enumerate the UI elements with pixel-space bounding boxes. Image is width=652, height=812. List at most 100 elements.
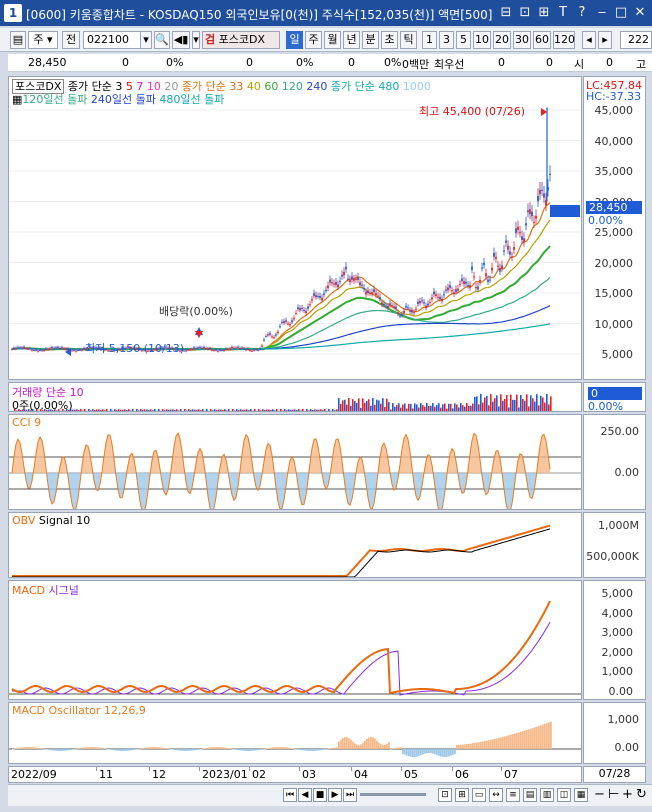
ma-label: 종가 단순 [330, 80, 375, 93]
volume-bar [120, 409, 122, 411]
cci-fill [382, 443, 384, 473]
interval-prev-icon[interactable]: ◂ [582, 31, 596, 49]
stop-icon[interactable]: ■ [313, 788, 327, 802]
oscillator-bar [140, 748, 142, 750]
volume-bar [74, 409, 76, 411]
speaker-icon[interactable]: ◀▮ [172, 31, 190, 49]
cci-fill [266, 443, 268, 473]
timeframe-tab[interactable]: 분 [362, 31, 379, 49]
tool-icon[interactable]: ≡ [506, 788, 520, 802]
interval-button[interactable]: 3 [439, 31, 454, 49]
volume-bar [116, 410, 118, 411]
help-icon[interactable]: ? [578, 5, 586, 20]
cci-pane[interactable]: CCI 9 [8, 414, 582, 510]
period-select[interactable]: 주 ▾ [28, 31, 58, 49]
tool-icon[interactable]: ⊡ [438, 788, 452, 802]
timeframe-tab[interactable]: 월 [324, 31, 341, 49]
volume-bar [66, 409, 68, 411]
zoom-out-icon[interactable]: − [594, 787, 605, 802]
layout-icon[interactable]: ⊟ [500, 5, 512, 20]
tool-icon[interactable]: ▦ [574, 788, 588, 802]
volume-bar [160, 410, 162, 411]
oscillator-bar [486, 740, 488, 749]
volume-pane[interactable]: 거래량 단순 10 0주(0.00%) [8, 382, 582, 412]
interval-button[interactable]: 20 [493, 31, 511, 49]
scroll-end-icon[interactable]: ⏭ [343, 788, 357, 802]
timeframe-tab[interactable]: 일 [286, 31, 303, 49]
volume-bar [56, 410, 58, 411]
obv-tick: 500,000K [586, 550, 639, 563]
oscillator-bar [482, 741, 484, 749]
timeframe-tab[interactable]: 주 [305, 31, 322, 49]
candle [127, 346, 129, 348]
interval-button[interactable]: 10 [473, 31, 491, 49]
candle [259, 348, 261, 350]
cci-fill [394, 473, 396, 491]
code-dropdown-icon[interactable]: ▾ [140, 31, 152, 49]
tool-icon[interactable]: ▥ [540, 788, 554, 802]
code-input[interactable]: 022100 [83, 31, 141, 49]
oscillator-bar [326, 749, 328, 750]
volume-bar [194, 409, 196, 411]
candle [261, 345, 263, 347]
volume-bar [52, 409, 54, 411]
x-tick: 03 [302, 768, 316, 781]
interval-button[interactable]: 120 [553, 31, 575, 49]
menu-icon[interactable]: ▤ [10, 31, 26, 49]
candle [303, 309, 305, 311]
tool-icon[interactable]: ▤ [523, 788, 537, 802]
info-row: 28,450 0 0% 0 0% 0 0% 0백만 최우선 0 0 시 0 고 [8, 54, 652, 72]
fit-icon[interactable]: ⊢ [608, 787, 620, 802]
candle [343, 271, 345, 276]
reset-icon[interactable]: ↻ [636, 787, 647, 802]
tool-icon[interactable]: ↔ [489, 788, 503, 802]
split-icon[interactable]: ⊡ [519, 5, 531, 20]
maximize-button[interactable]: □ [614, 5, 628, 20]
scroll-right-icon[interactable]: ▶ [328, 788, 342, 802]
tool-icon[interactable]: ⊞ [455, 788, 469, 802]
interval-button[interactable]: 5 [456, 31, 471, 49]
scroll-left-icon[interactable]: ◀ [298, 788, 312, 802]
volume-bar [230, 410, 232, 411]
candle [413, 312, 415, 314]
macd-pane[interactable]: MACD 시그널 [8, 580, 582, 700]
close-button[interactable]: ✕ [634, 5, 646, 20]
volume-bar [302, 409, 304, 411]
zoom-in-icon[interactable]: + [622, 787, 633, 802]
prev-button[interactable]: 전 [62, 31, 80, 49]
candle [295, 313, 297, 315]
minimize-button[interactable]: ‒ [597, 5, 607, 20]
zoom-slider[interactable] [360, 793, 426, 796]
tool-icon[interactable]: ▭ [472, 788, 486, 802]
candle [327, 285, 329, 289]
volume-bar [174, 409, 176, 411]
volume-bar [282, 410, 284, 411]
interval-button[interactable]: 30 [513, 31, 531, 49]
window-number-badge[interactable]: 1 [4, 4, 22, 22]
count-input[interactable]: 222 [620, 31, 652, 49]
interval-button[interactable]: 60 [533, 31, 551, 49]
scroll-start-icon[interactable]: ⏮ [283, 788, 297, 802]
obv-pane[interactable]: OBV Signal 10 [8, 512, 582, 578]
oscillator-bar [278, 747, 280, 749]
interval-next-icon[interactable]: ▸ [598, 31, 612, 49]
search-icon[interactable]: 🔍 [154, 31, 170, 49]
timeframe-tab[interactable]: 틱 [400, 31, 417, 49]
grid-icon[interactable]: ⊞ [538, 5, 550, 20]
tool-icon[interactable]: ◫ [557, 788, 571, 802]
interval-button[interactable]: 1 [422, 31, 437, 49]
oscillator-bar [480, 741, 482, 749]
text-icon[interactable]: T [559, 5, 567, 20]
timeframe-tab[interactable]: 초 [381, 31, 398, 49]
cci-fill [498, 450, 500, 473]
current-price-line [550, 205, 580, 217]
price-chart-pane[interactable]: 포스코DX 종가 단순 3 5 7 10 20 종가 단순 33 40 60 1… [8, 76, 582, 380]
volume-bar [546, 394, 548, 411]
stock-name-field[interactable]: 검 포스코DX [202, 31, 280, 49]
speaker-dropdown-icon[interactable]: ▾ [192, 31, 200, 49]
oscillator-pane[interactable]: MACD Oscillator 12,26,9 [8, 702, 582, 764]
oscillator-bar [106, 748, 108, 750]
timeframe-tab[interactable]: 년 [343, 31, 360, 49]
oscillator-bar [418, 749, 420, 756]
volume-bar [396, 405, 398, 411]
